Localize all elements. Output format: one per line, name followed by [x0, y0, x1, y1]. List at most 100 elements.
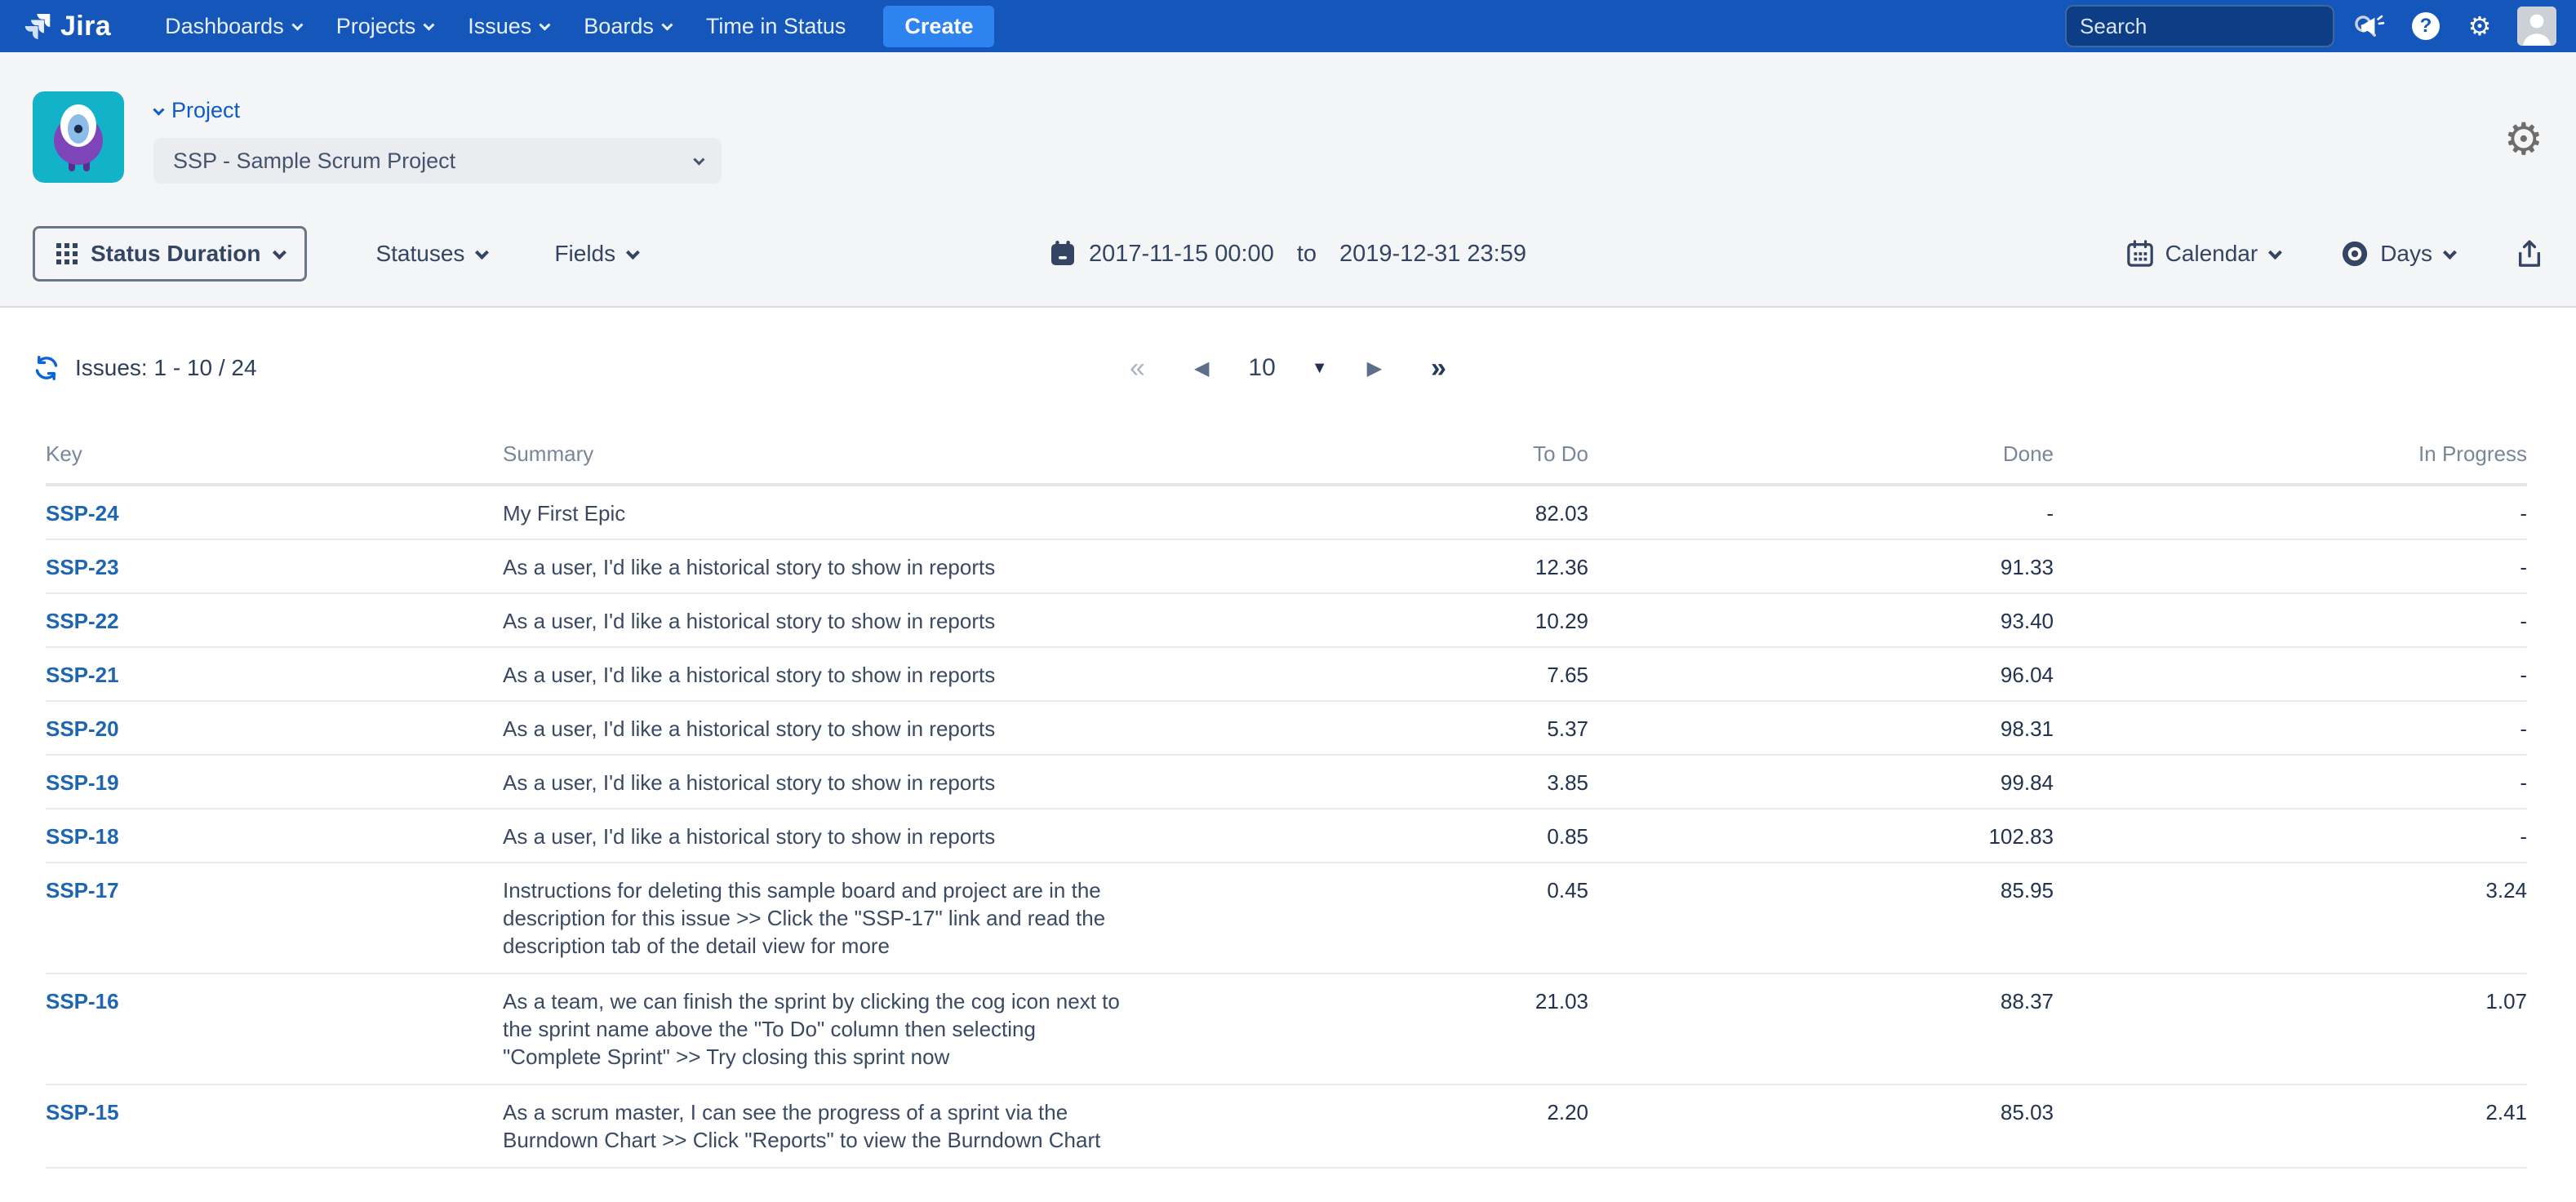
create-button[interactable]: Create: [883, 5, 995, 47]
issue-key-link[interactable]: SSP-17: [46, 878, 119, 903]
project-section-toggle[interactable]: Project: [153, 98, 722, 123]
results-header: Issues: 1 - 10 / 24 « ◀ 10 ▼ ▶ »: [33, 347, 2543, 389]
nav-item-issues[interactable]: Issues: [468, 13, 551, 39]
nav-item-label: Boards: [584, 13, 654, 38]
report-settings-gear-icon[interactable]: ⚙: [2503, 113, 2543, 165]
project-label: Project: [171, 98, 241, 122]
nav-item-label: Issues: [468, 13, 532, 38]
column-header-key[interactable]: Key: [46, 432, 503, 486]
issue-key-link[interactable]: SSP-16: [46, 989, 119, 1013]
chevron-down-icon: [273, 246, 287, 260]
in-progress-value: 1.07: [2054, 974, 2527, 1085]
in-progress-value: -: [2054, 701, 2527, 756]
todo-value: 2.20: [1126, 1084, 1588, 1169]
done-value: 99.84: [1588, 755, 2054, 809]
issue-summary: As a user, I'd like a historical story t…: [503, 539, 1126, 594]
report-type-label: Status Duration: [91, 241, 261, 266]
project-select[interactable]: SSP - Sample Scrum Project: [153, 138, 722, 184]
issue-summary: As a user, I'd like a historical story t…: [503, 701, 1126, 756]
done-value: 91.33: [1588, 539, 2054, 594]
report-type-dropdown[interactable]: Status Duration: [33, 226, 308, 282]
issue-key-link[interactable]: SSP-20: [46, 716, 119, 741]
done-value: 98.31: [1588, 701, 2054, 756]
jira-logo-icon: [23, 11, 52, 41]
pagination-prev-button[interactable]: ◀: [1193, 357, 1210, 379]
column-header-summary[interactable]: Summary: [503, 432, 1126, 486]
todo-value: 12.36: [1126, 539, 1588, 594]
nav-item-projects[interactable]: Projects: [336, 14, 435, 39]
date-to-value[interactable]: 2019-12-31 23:59: [1339, 240, 1526, 267]
fields-dropdown[interactable]: Fields: [554, 241, 641, 267]
nav-item-dashboards[interactable]: Dashboards: [165, 13, 304, 39]
date-to-word: to: [1296, 240, 1317, 267]
pagination-last-button[interactable]: »: [1431, 352, 1446, 384]
report-toolbar: Status Duration Statuses Fields: [33, 226, 2543, 282]
table-row: SSP-18 As a user, I'd like a historical …: [46, 809, 2527, 863]
in-progress-value: -: [2054, 593, 2527, 648]
in-progress-value: -: [2054, 539, 2527, 594]
issue-key-link[interactable]: SSP-23: [46, 555, 119, 579]
calendar-outline-icon: [2126, 240, 2154, 268]
issue-key-link[interactable]: SSP-24: [46, 501, 119, 526]
refresh-icon[interactable]: [33, 354, 60, 382]
nav-item-time-in-status[interactable]: Time in Status: [706, 14, 846, 39]
grid-icon: [56, 243, 78, 264]
project-select-value: SSP - Sample Scrum Project: [173, 148, 456, 173]
user-avatar[interactable]: [2517, 7, 2556, 46]
table-row: SSP-20 As a user, I'd like a historical …: [46, 701, 2527, 756]
top-nav: Jira Dashboards Projects Issues Boards T…: [0, 0, 2576, 52]
chevron-down-icon: [2268, 246, 2283, 260]
help-glyph: ?: [2412, 12, 2440, 40]
issue-summary: My First Epic: [503, 485, 1126, 540]
done-value: 102.83: [1588, 809, 2054, 863]
nav-item-label: Dashboards: [165, 13, 284, 38]
chevron-down-icon: [291, 19, 304, 31]
done-value: -: [1588, 485, 2054, 540]
issue-key-link[interactable]: SSP-18: [46, 824, 119, 849]
issue-key-link[interactable]: SSP-15: [46, 1100, 119, 1124]
table-row: SSP-19 As a user, I'd like a historical …: [46, 755, 2527, 809]
column-header-done[interactable]: Done: [1588, 432, 2054, 486]
table-row: SSP-23 As a user, I'd like a historical …: [46, 539, 2527, 594]
announcements-icon[interactable]: [2356, 10, 2388, 42]
todo-value: 0.85: [1126, 809, 1588, 863]
chevron-down-icon: [539, 19, 551, 31]
issue-key-link[interactable]: SSP-21: [46, 663, 119, 687]
table-row: SSP-21 As a user, I'd like a historical …: [46, 647, 2527, 702]
statuses-label: Statuses: [375, 241, 465, 266]
search-input[interactable]: [2080, 13, 2353, 39]
in-progress-value: 2.41: [2054, 1084, 2527, 1169]
issues-count-text: Issues: 1 - 10 / 24: [75, 355, 257, 380]
todo-value: 10.29: [1126, 593, 1588, 648]
pagination-first-button[interactable]: «: [1130, 352, 1145, 384]
statuses-dropdown[interactable]: Statuses: [375, 241, 490, 267]
help-icon[interactable]: ?: [2409, 10, 2442, 42]
export-icon[interactable]: [2516, 239, 2543, 268]
date-range-picker[interactable]: 2017-11-15 00:00 to 2019-12-31 23:59: [1050, 240, 1526, 268]
column-header-in-progress[interactable]: In Progress: [2054, 432, 2527, 486]
in-progress-value: -: [2054, 485, 2527, 540]
nav-item-boards[interactable]: Boards: [584, 13, 673, 39]
settings-gear-icon[interactable]: ⚙: [2463, 10, 2496, 42]
table-row: SSP-16 As a team, we can finish the spri…: [46, 974, 2527, 1085]
todo-value: 5.37: [1126, 701, 1588, 756]
page-size-select[interactable]: 10 ▼: [1248, 354, 1327, 382]
column-header-todo[interactable]: To Do: [1126, 432, 1588, 486]
unit-dropdown[interactable]: Days: [2341, 240, 2457, 268]
pagination-next-button[interactable]: ▶: [1366, 357, 1383, 379]
jira-logo[interactable]: Jira: [23, 11, 111, 42]
todo-value: 7.65: [1126, 647, 1588, 702]
date-from-value[interactable]: 2017-11-15 00:00: [1089, 240, 1274, 267]
brand-name: Jira: [60, 10, 112, 42]
pagination: « ◀ 10 ▼ ▶ »: [1117, 353, 1459, 384]
calendar-type-label: Calendar: [2165, 241, 2258, 266]
issue-key-link[interactable]: SSP-22: [46, 609, 119, 633]
issue-summary: As a user, I'd like a historical story t…: [503, 593, 1126, 648]
chevron-down-icon: [153, 104, 165, 116]
issue-key-link[interactable]: SSP-19: [46, 770, 119, 795]
issue-summary: As a scrum master, I can see the progres…: [503, 1084, 1126, 1169]
issue-summary: As a team, we can finish the sprint by c…: [503, 974, 1126, 1085]
search-box[interactable]: [2065, 5, 2376, 47]
calendar-type-dropdown[interactable]: Calendar: [2126, 240, 2283, 268]
